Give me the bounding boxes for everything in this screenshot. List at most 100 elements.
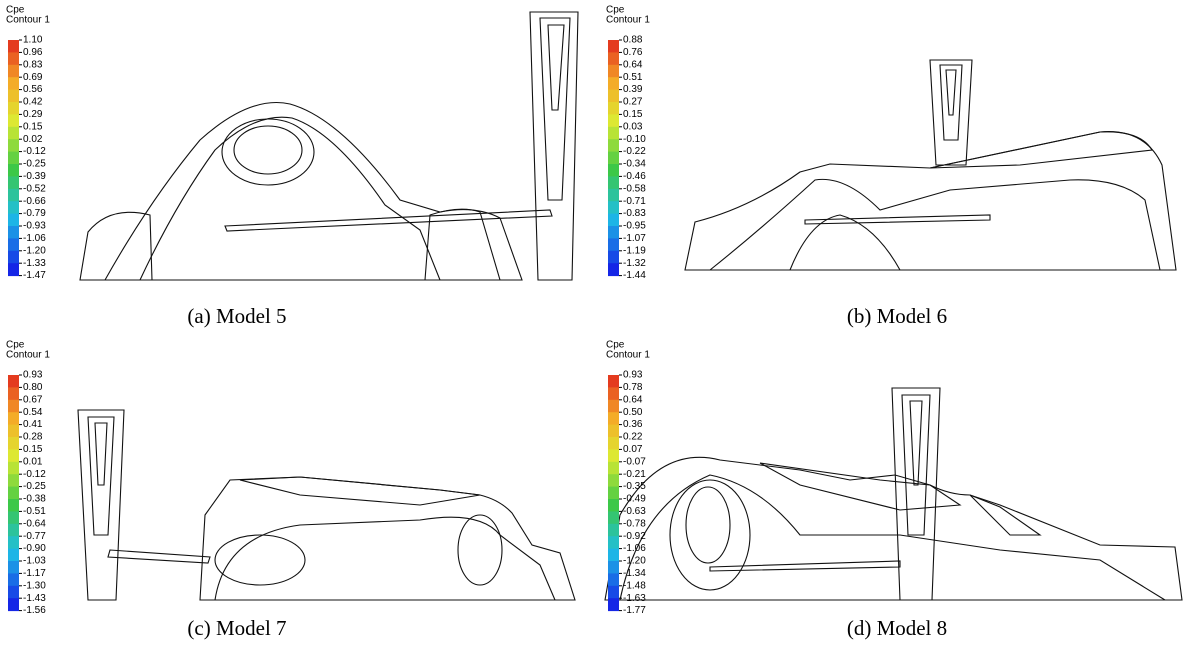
colorbar-label: 0.93: [623, 370, 643, 381]
contour-region: [929, 131, 1153, 169]
contour-region: [708, 178, 1161, 271]
colorbar-band: [8, 511, 19, 525]
colorbar-label: -0.46: [623, 171, 646, 182]
colorbar-label: 0.93: [23, 370, 43, 381]
tower: [529, 11, 579, 281]
colorbar-label: -1.30: [23, 580, 46, 591]
colorbar-label: -0.34: [623, 159, 646, 170]
colorbar-band: [608, 511, 619, 525]
colorbar-label: -1.17: [23, 568, 46, 579]
colorbar-label: -0.21: [623, 469, 646, 480]
colorbar-label: 0.64: [623, 59, 643, 70]
colorbar-band: [8, 77, 19, 91]
contour-region: [214, 516, 556, 601]
colorbar-band: [608, 573, 619, 587]
colorbar-band: [608, 188, 619, 202]
colorbar-label: -0.78: [623, 518, 646, 529]
colorbar-band: [608, 114, 619, 128]
colorbar-label: 0.80: [23, 382, 43, 393]
colorbar-label: -1.20: [23, 245, 46, 256]
colorbar-band: [8, 188, 19, 202]
colorbar-band: [608, 126, 619, 140]
colorbar-band: [8, 474, 19, 488]
contour-region: [604, 456, 1183, 601]
colorbar-label: 0.67: [23, 394, 43, 405]
colorbar-band: [608, 77, 619, 91]
colorbar-band: [8, 151, 19, 165]
colorbar-label: -0.39: [23, 171, 46, 182]
colorbar-band: [8, 176, 19, 190]
colorbar-band: [8, 114, 19, 128]
colorbar-label: 0.41: [23, 419, 43, 430]
colorbar-label: 0.03: [623, 121, 643, 132]
colorbar-band: [608, 536, 619, 550]
colorbar-label: -1.32: [623, 258, 646, 269]
contour-region: [104, 101, 523, 281]
colorbar-label: 0.07: [623, 444, 643, 455]
bridge: [107, 549, 211, 564]
colorbar-band: [8, 126, 19, 140]
colorbar-band: [8, 375, 19, 388]
colorbar-label: 1.10: [23, 35, 43, 46]
colorbar-band: [608, 102, 619, 115]
colorbar-band: [8, 536, 19, 550]
colorbar-band: [8, 238, 19, 252]
colorbar-band: [8, 226, 19, 239]
contour-region: [759, 462, 962, 511]
colorbar-label: 0.42: [23, 97, 43, 108]
colorbar-label: -0.12: [23, 146, 46, 157]
colorbar-label: -0.90: [23, 543, 46, 554]
colorbar-band: [8, 499, 19, 512]
colorbar-label: -0.35: [623, 481, 646, 492]
colorbar-label: -0.25: [23, 159, 46, 170]
colorbar-label: -0.38: [23, 494, 46, 505]
colorbar-label: -0.95: [623, 221, 646, 232]
contour-region: [233, 125, 303, 175]
colorbar-label: 0.28: [23, 432, 43, 443]
tower-core: [94, 422, 108, 486]
tower-core: [939, 64, 963, 141]
colorbar-band: [8, 561, 19, 574]
colorbar-band: [608, 474, 619, 488]
colorbar-label: 0.15: [623, 109, 643, 120]
colorbar-band: [608, 412, 619, 426]
colorbar-label: 0.02: [23, 134, 43, 145]
caption: (b) Model 6: [847, 304, 947, 328]
colorbar-band: [8, 263, 19, 277]
colorbar-label: -1.63: [623, 593, 646, 604]
contour-region: [139, 116, 441, 281]
colorbar-band: [8, 201, 19, 215]
colorbar-label: 0.88: [623, 35, 643, 46]
colorbar-label: -0.25: [23, 481, 46, 492]
colorbar-label: -1.03: [23, 556, 46, 567]
colorbar-band: [8, 412, 19, 426]
legend-subtitle: Contour 1: [6, 350, 50, 361]
colorbar-band: [8, 598, 19, 612]
colorbar-label: -0.64: [23, 518, 46, 529]
contour-region: [969, 494, 1042, 536]
colorbar-band: [8, 548, 19, 562]
colorbar-label: -0.22: [623, 146, 646, 157]
colorbar-label: -0.66: [23, 196, 46, 207]
colorbar-band: [8, 585, 19, 599]
colorbar-label: 0.39: [623, 84, 643, 95]
colorbar-label: -1.48: [623, 580, 646, 591]
bridge: [709, 560, 901, 572]
legend-subtitle: Contour 1: [606, 15, 650, 26]
colorbar-label: 0.78: [623, 382, 643, 393]
colorbar-band: [608, 213, 619, 227]
colorbar-band: [608, 226, 619, 239]
colorbar-band: [8, 89, 19, 103]
tower: [929, 59, 973, 166]
colorbar-band: [8, 523, 19, 537]
colorbar-band: [608, 437, 619, 450]
colorbar-band: [608, 585, 619, 599]
colorbar-label: -1.06: [23, 233, 46, 244]
contour-region: [669, 479, 751, 591]
contour-region: [684, 131, 1177, 271]
colorbar-band: [8, 573, 19, 587]
colorbar-label: -0.79: [23, 208, 46, 219]
colorbar-label: -1.56: [23, 605, 46, 616]
